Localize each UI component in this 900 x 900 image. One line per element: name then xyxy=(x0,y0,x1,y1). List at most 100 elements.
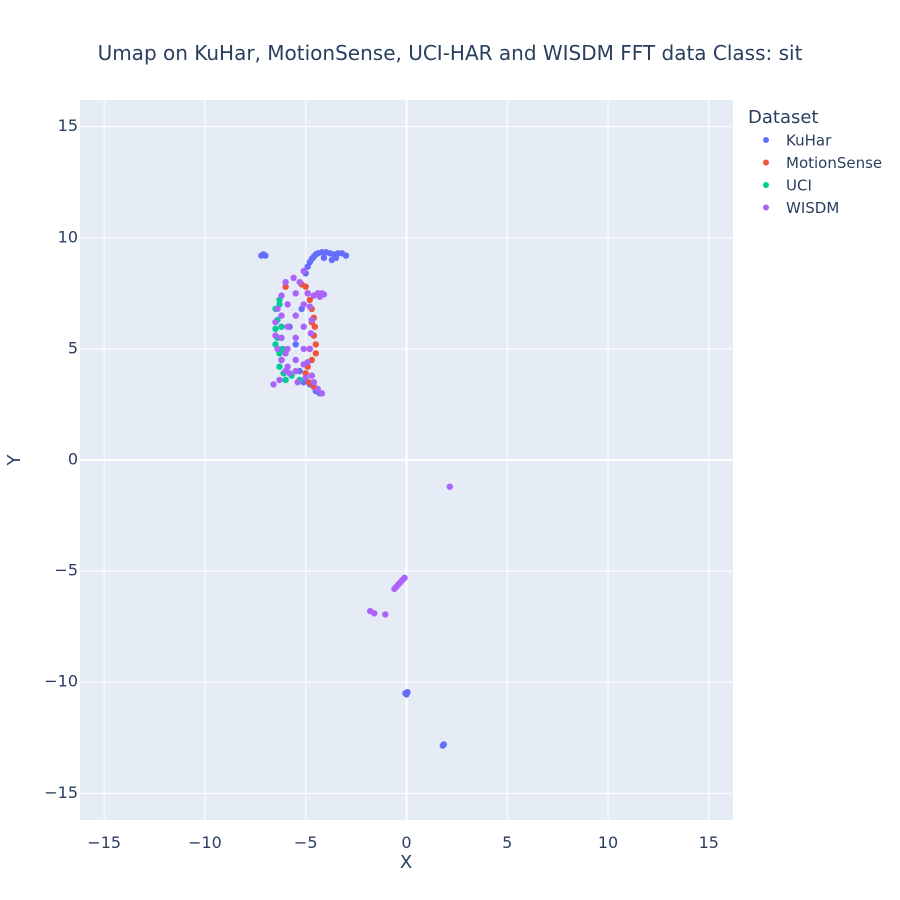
legend-item-uci[interactable]: UCI xyxy=(763,177,812,195)
data-point[interactable] xyxy=(292,356,299,364)
data-point[interactable] xyxy=(284,363,291,370)
data-point[interactable] xyxy=(300,345,307,353)
data-point[interactable] xyxy=(312,341,319,348)
x-tick-label: −15 xyxy=(87,833,121,852)
data-point[interactable] xyxy=(310,379,317,386)
data-point[interactable] xyxy=(278,323,285,330)
x-tick-label: 0 xyxy=(401,833,411,852)
data-point[interactable] xyxy=(292,290,299,297)
data-point[interactable] xyxy=(292,367,299,375)
data-point[interactable] xyxy=(382,611,389,618)
x-tick-label: 15 xyxy=(699,833,719,852)
data-point[interactable] xyxy=(292,334,299,341)
data-point[interactable] xyxy=(272,319,279,326)
series-motionsense xyxy=(282,281,319,390)
data-point[interactable] xyxy=(314,385,321,393)
legend-label: WISDM xyxy=(786,199,839,217)
data-point[interactable] xyxy=(276,363,283,370)
data-point[interactable] xyxy=(302,370,309,377)
legend-item-wisdm[interactable]: WISDM xyxy=(763,199,839,217)
data-point[interactable] xyxy=(262,252,269,259)
legend-item-kuhar[interactable]: KuHar xyxy=(763,132,832,150)
x-tick-label: −5 xyxy=(294,833,318,852)
data-point[interactable] xyxy=(272,332,279,339)
y-tick-label: 10 xyxy=(58,227,78,246)
data-point[interactable] xyxy=(320,254,328,261)
gridlines xyxy=(80,100,733,820)
data-point[interactable] xyxy=(308,372,315,379)
data-point[interactable] xyxy=(284,301,291,308)
data-point[interactable] xyxy=(306,345,313,353)
data-point[interactable] xyxy=(274,345,281,353)
data-point[interactable] xyxy=(371,610,378,617)
data-points xyxy=(258,249,453,749)
data-point[interactable] xyxy=(440,741,447,748)
data-point[interactable] xyxy=(276,376,283,384)
data-point[interactable] xyxy=(282,279,289,286)
data-point[interactable] xyxy=(311,323,318,330)
y-axis-ticks: −15 −10 −5 0 5 10 15 xyxy=(44,116,78,802)
data-point[interactable] xyxy=(290,274,297,281)
data-point[interactable] xyxy=(282,283,289,290)
data-point[interactable] xyxy=(404,689,411,696)
legend-title: Dataset xyxy=(748,107,819,128)
y-axis-title: Y xyxy=(4,454,25,467)
data-point[interactable] xyxy=(282,350,289,357)
y-tick-label: 0 xyxy=(68,450,78,469)
data-point[interactable] xyxy=(300,323,307,330)
data-point[interactable] xyxy=(294,379,301,386)
data-point[interactable] xyxy=(308,316,315,324)
data-point[interactable] xyxy=(284,323,291,330)
data-point[interactable] xyxy=(300,301,307,308)
data-point[interactable] xyxy=(312,350,319,357)
data-point[interactable] xyxy=(278,292,285,299)
data-point[interactable] xyxy=(316,293,323,300)
data-point[interactable] xyxy=(292,312,299,319)
y-tick-label: −5 xyxy=(54,561,78,580)
legend-label: KuHar xyxy=(786,132,832,150)
y-tick-label: −10 xyxy=(44,672,78,691)
legend-label: UCI xyxy=(786,177,812,195)
y-tick-label: 15 xyxy=(58,116,78,135)
data-point[interactable] xyxy=(304,290,311,297)
data-point[interactable] xyxy=(274,305,281,313)
x-axis-ticks: −15 −10 −5 0 5 10 15 xyxy=(87,833,719,852)
data-point[interactable] xyxy=(307,330,314,337)
data-point[interactable] xyxy=(318,390,326,397)
legend-marker xyxy=(763,204,769,211)
data-point[interactable] xyxy=(302,283,309,290)
legend-item-motionsense[interactable]: MotionSense xyxy=(763,154,882,172)
data-point[interactable] xyxy=(446,483,453,490)
data-point[interactable] xyxy=(302,374,309,381)
data-point[interactable] xyxy=(282,376,289,384)
legend-marker xyxy=(763,159,769,166)
legend[interactable]: KuHar MotionSense UCI WISDM xyxy=(763,132,882,218)
x-tick-label: 5 xyxy=(502,833,512,852)
data-point[interactable] xyxy=(296,279,303,286)
x-tick-label: 10 xyxy=(598,833,618,852)
data-point[interactable] xyxy=(391,585,398,593)
x-tick-label: −10 xyxy=(188,833,222,852)
data-point[interactable] xyxy=(300,361,307,368)
data-point[interactable] xyxy=(278,312,285,319)
data-point[interactable] xyxy=(328,256,336,264)
y-tick-label: −15 xyxy=(44,783,78,802)
legend-marker xyxy=(763,137,769,143)
data-point[interactable] xyxy=(278,334,285,341)
data-point[interactable] xyxy=(270,381,277,388)
series-wisdm xyxy=(270,267,453,618)
legend-label: MotionSense xyxy=(786,154,882,172)
data-point[interactable] xyxy=(286,370,293,377)
data-point[interactable] xyxy=(292,341,299,348)
chart-title: Umap on KuHar, MotionSense, UCI-HAR and … xyxy=(98,41,803,65)
data-point[interactable] xyxy=(300,267,307,275)
data-point[interactable] xyxy=(342,252,350,259)
data-point[interactable] xyxy=(272,325,279,333)
legend-marker xyxy=(763,182,769,188)
data-point[interactable] xyxy=(278,356,285,364)
data-point[interactable] xyxy=(306,296,313,304)
y-tick-label: 5 xyxy=(68,338,78,357)
data-point[interactable] xyxy=(306,303,313,310)
series-kuhar xyxy=(258,249,447,749)
